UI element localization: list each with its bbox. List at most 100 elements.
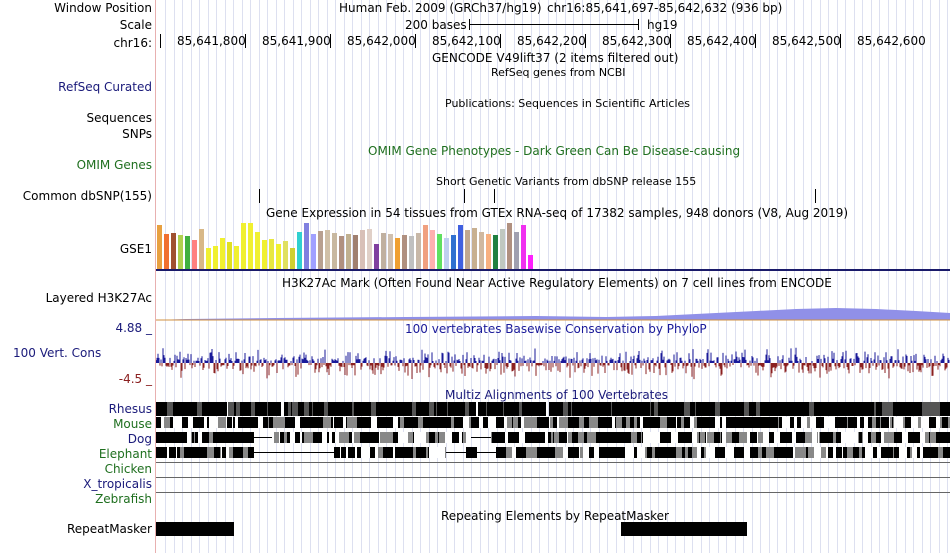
gtex-tissue-bar[interactable] (220, 238, 225, 269)
gtex-bar-chart[interactable] (157, 221, 537, 269)
species-label-chicken[interactable]: Chicken (104, 462, 152, 476)
gtex-tissue-bar[interactable] (514, 232, 519, 269)
snp-feature[interactable] (815, 189, 816, 203)
gtex-tissue-bar[interactable] (423, 225, 428, 269)
gtex-tissue-bar[interactable] (262, 240, 267, 269)
snps-track-label[interactable]: SNPs (122, 127, 152, 141)
alignment-row-rhesus[interactable] (156, 402, 950, 416)
gtex-tissue-bar[interactable] (332, 233, 337, 269)
omim-track-title: OMIM Gene Phenotypes - Dark Green Can Be… (368, 144, 741, 158)
repeatmasker-track-label[interactable]: RepeatMasker (66, 522, 152, 536)
gtex-tissue-bar[interactable] (381, 233, 386, 269)
species-label-mouse[interactable]: Mouse (113, 417, 152, 431)
gtex-tissue-bar[interactable] (528, 255, 533, 269)
gtex-tissue-bar[interactable] (178, 235, 183, 269)
grid-line (429, 0, 430, 553)
gtex-tissue-bar[interactable] (311, 234, 316, 269)
gtex-tissue-bar[interactable] (318, 231, 323, 269)
alignment-row-mouse[interactable] (156, 417, 950, 428)
gtex-tissue-bar[interactable] (199, 229, 204, 269)
gtex-tissue-bar[interactable] (388, 234, 393, 269)
gtex-tissue-bar[interactable] (465, 230, 470, 269)
gtex-tissue-bar[interactable] (164, 234, 169, 269)
alignment-row-elephant[interactable] (156, 447, 950, 458)
gtex-tissue-bar[interactable] (283, 241, 288, 269)
alignment-row-dog[interactable] (156, 432, 950, 443)
grid-line (327, 0, 328, 553)
grid-line (837, 0, 838, 553)
grid-line (624, 0, 625, 553)
gtex-tissue-bar[interactable] (325, 230, 330, 269)
gtex-tissue-bar[interactable] (213, 246, 218, 269)
species-label-x-tropicalis[interactable]: X_tropicalis (83, 477, 152, 491)
gtex-tissue-bar[interactable] (416, 233, 421, 269)
dbsnp-track-label[interactable]: Common dbSNP(155) (22, 189, 152, 203)
gtex-tissue-bar[interactable] (248, 223, 253, 269)
gtex-tissue-bar[interactable] (185, 236, 190, 269)
gtex-tissue-bar[interactable] (339, 236, 344, 269)
gtex-tissue-bar[interactable] (458, 225, 463, 269)
grid-line (403, 0, 404, 553)
alignment-row-chicken[interactable] (156, 462, 950, 463)
gtex-tissue-bar[interactable] (374, 244, 379, 269)
gtex-tissue-bar[interactable] (451, 235, 456, 269)
scale-bar-right-cap (638, 19, 639, 30)
gtex-tissue-bar[interactable] (297, 232, 302, 269)
gtex-tissue-bar[interactable] (227, 242, 232, 269)
species-label-dog[interactable]: Dog (127, 432, 152, 446)
grid-line (633, 0, 634, 553)
gtex-tissue-bar[interactable] (500, 229, 505, 269)
gtex-tissue-bar[interactable] (430, 230, 435, 269)
gtex-tissue-bar[interactable] (353, 235, 358, 269)
gtex-tissue-bar[interactable] (507, 223, 512, 269)
snp-feature[interactable] (464, 189, 465, 203)
sequences-track-label[interactable]: Sequences (86, 111, 152, 125)
gtex-tissue-bar[interactable] (521, 225, 526, 269)
species-label-zebrafish[interactable]: Zebrafish (95, 492, 152, 506)
gtex-tissue-bar[interactable] (395, 238, 400, 269)
repeat-element[interactable] (156, 522, 234, 536)
snp-feature[interactable] (494, 189, 495, 203)
gtex-tissue-bar[interactable] (234, 246, 239, 269)
species-label-rhesus[interactable]: Rhesus (108, 402, 152, 416)
h3k27ac-track-label[interactable]: Layered H3K27Ac (45, 291, 152, 305)
grid-line (888, 0, 889, 553)
genome-browser-image[interactable]: Human Feb. 2009 (GRCh37/hg19) chr16:85,6… (156, 0, 950, 553)
gtex-tissue-bar[interactable] (444, 238, 449, 269)
phylop-track-label[interactable]: 100 Vert. Cons (13, 346, 102, 360)
refseq-track-label[interactable]: RefSeq Curated (58, 80, 152, 94)
gtex-tissue-bar[interactable] (486, 234, 491, 269)
species-label-elephant[interactable]: Elephant (98, 447, 152, 461)
alignment-gap-line (252, 437, 272, 438)
phylop-signal[interactable] (156, 337, 950, 383)
gtex-tissue-bar[interactable] (304, 223, 309, 269)
gtex-tissue-bar[interactable] (276, 244, 281, 269)
gtex-tissue-bar[interactable] (171, 233, 176, 269)
gtex-tissue-bar[interactable] (346, 234, 351, 269)
gtex-tissue-bar[interactable] (157, 225, 162, 269)
gencode-track-title[interactable]: GENCODE V49lift37 (2 items filtered out) (432, 51, 679, 65)
gtex-tissue-bar[interactable] (479, 232, 484, 269)
gtex-tissue-bar[interactable] (367, 229, 372, 269)
gtex-tissue-bar[interactable] (360, 230, 365, 269)
h3k27ac-signal[interactable] (156, 296, 950, 322)
alignment-row-zebrafish[interactable] (156, 492, 950, 493)
gtex-tissue-bar[interactable] (409, 236, 414, 269)
gtex-tissue-bar[interactable] (472, 228, 477, 269)
gtex-tissue-bar[interactable] (290, 248, 295, 269)
gtex-tissue-bar[interactable] (269, 239, 274, 269)
gtex-tissue-bar[interactable] (192, 240, 197, 269)
gtex-tissue-bar[interactable] (206, 248, 211, 269)
gtex-tissue-bar[interactable] (402, 235, 407, 269)
snp-feature[interactable] (259, 189, 260, 203)
gtex-tissue-bar[interactable] (255, 232, 260, 269)
repeat-element[interactable] (621, 522, 747, 536)
gtex-tissue-bar[interactable] (437, 234, 442, 269)
gtex-track-label[interactable]: GSE1 (119, 242, 152, 256)
h3k27ac-track-title: H3K27Ac Mark (Often Found Near Active Re… (282, 276, 832, 290)
omim-track-label[interactable]: OMIM Genes (76, 158, 152, 172)
gtex-tissue-bar[interactable] (493, 235, 498, 269)
alignment-row-x-tropicalis[interactable] (156, 477, 950, 478)
gtex-tissue-bar[interactable] (241, 223, 246, 269)
grid-line (522, 0, 523, 553)
